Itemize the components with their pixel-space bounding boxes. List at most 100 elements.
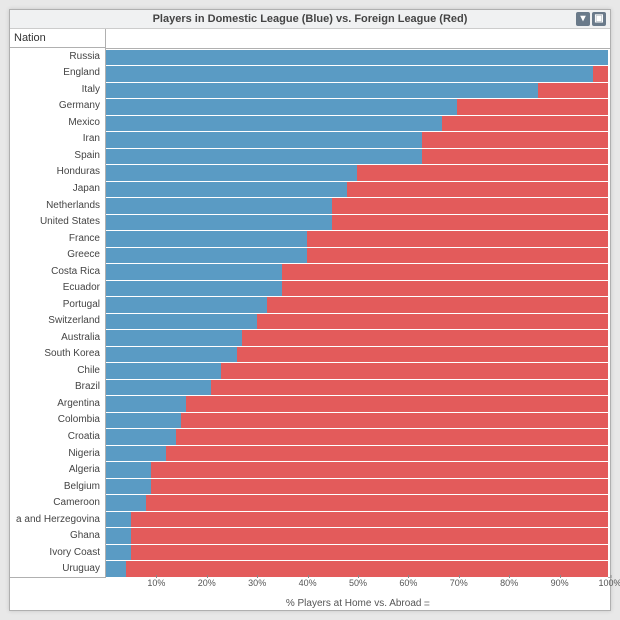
bar-row	[106, 379, 608, 396]
x-tick: 30%	[248, 578, 266, 588]
bar-segment-foreign	[307, 248, 608, 264]
y-axis-header: Nation	[10, 29, 105, 48]
bar-segment-foreign	[131, 512, 608, 528]
y-axis-label: England	[10, 65, 105, 82]
y-axis-labels: RussiaEnglandItalyGermanyMexicoIranSpain…	[10, 48, 105, 577]
bar-segment-foreign	[221, 363, 608, 379]
bar-segment-foreign	[131, 545, 608, 561]
bar-segment-foreign	[181, 413, 608, 429]
bar-segment-domestic	[106, 215, 332, 231]
bar-segment-foreign	[257, 314, 608, 330]
bar-segment-foreign	[357, 165, 608, 181]
bar-segment-domestic	[106, 330, 242, 346]
y-axis-label: Germany	[10, 98, 105, 115]
y-axis-label: France	[10, 230, 105, 247]
bar-segment-foreign	[332, 198, 608, 214]
title-icons: ▾ ▣	[576, 12, 606, 26]
dropdown-icon[interactable]: ▾	[576, 12, 590, 26]
sort-icon: ≣	[423, 599, 430, 608]
y-axis-label: Russia	[10, 48, 105, 65]
bar-segment-foreign	[457, 99, 608, 115]
y-axis-label: Uruguay	[10, 560, 105, 577]
expand-icon[interactable]: ▣	[592, 12, 606, 26]
bar-segment-foreign	[307, 231, 608, 247]
bar-row	[106, 165, 608, 182]
y-axis-label: Brazil	[10, 379, 105, 396]
bar-segment-domestic	[106, 545, 131, 561]
bar-row	[106, 49, 608, 66]
y-axis-label: Chile	[10, 362, 105, 379]
y-axis-label: Ecuador	[10, 279, 105, 296]
bar-row	[106, 115, 608, 132]
bar-row	[106, 231, 608, 248]
y-axis-label: Switzerland	[10, 313, 105, 330]
bar-segment-foreign	[186, 396, 608, 412]
bar-segment-foreign	[593, 66, 608, 82]
bar-segment-domestic	[106, 413, 181, 429]
bar-segment-foreign	[146, 495, 608, 511]
bar-segment-foreign	[282, 264, 608, 280]
bar-row	[106, 462, 608, 479]
x-tick: 70%	[450, 578, 468, 588]
y-axis-label: Nigeria	[10, 445, 105, 462]
bar-row	[106, 82, 608, 99]
bar-segment-domestic	[106, 248, 307, 264]
y-axis-label: Algeria	[10, 461, 105, 478]
y-axis-label: Colombia	[10, 412, 105, 429]
bar-segment-foreign	[151, 462, 608, 478]
x-axis-spacer	[10, 578, 106, 610]
x-tick: 100%	[598, 578, 620, 588]
y-axis-label: Spain	[10, 147, 105, 164]
bar-segment-domestic	[106, 314, 257, 330]
bar-segment-domestic	[106, 116, 442, 132]
bar-segment-domestic	[106, 462, 151, 478]
bar-segment-domestic	[106, 132, 422, 148]
bar-row	[106, 396, 608, 413]
y-axis-label: South Korea	[10, 346, 105, 363]
bar-segment-foreign	[166, 446, 608, 462]
bar-segment-foreign	[267, 297, 608, 313]
bar-segment-domestic	[106, 281, 282, 297]
bar-segment-foreign	[282, 281, 608, 297]
bar-row	[106, 330, 608, 347]
bar-row	[106, 264, 608, 281]
bar-row	[106, 66, 608, 83]
bar-segment-domestic	[106, 380, 211, 396]
bar-row	[106, 313, 608, 330]
chart-title: Players in Domestic League (Blue) vs. Fo…	[153, 13, 468, 25]
bar-row	[106, 528, 608, 545]
bar-segment-domestic	[106, 512, 131, 528]
y-axis-column: Nation RussiaEnglandItalyGermanyMexicoIr…	[10, 29, 106, 577]
bar-segment-domestic	[106, 561, 126, 577]
bar-segment-domestic	[106, 66, 593, 82]
bar-segment-domestic	[106, 347, 237, 363]
bar-segment-foreign	[151, 479, 608, 495]
bar-row	[106, 280, 608, 297]
x-axis-label: % Players at Home vs. Abroad≣	[286, 598, 430, 609]
bar-segment-foreign	[176, 429, 608, 445]
bar-segment-domestic	[106, 363, 221, 379]
y-axis-label: Belgium	[10, 478, 105, 495]
chart-content: Nation RussiaEnglandItalyGermanyMexicoIr…	[10, 29, 610, 610]
bar-row	[106, 544, 608, 561]
bar-segment-domestic	[106, 149, 422, 165]
bar-segment-foreign	[126, 561, 608, 577]
x-tick: 80%	[500, 578, 518, 588]
y-axis-label: Croatia	[10, 428, 105, 445]
bar-segment-domestic	[106, 479, 151, 495]
bar-segment-domestic	[106, 446, 166, 462]
y-axis-label: Japan	[10, 180, 105, 197]
bar-segment-foreign	[332, 215, 608, 231]
y-axis-label: Portugal	[10, 296, 105, 313]
x-tick: 40%	[299, 578, 317, 588]
bar-segment-domestic	[106, 264, 282, 280]
bar-segment-domestic	[106, 182, 347, 198]
bar-segment-foreign	[422, 132, 608, 148]
bar-row	[106, 445, 608, 462]
bar-segment-domestic	[106, 396, 186, 412]
bar-row	[106, 214, 608, 231]
bar-row	[106, 181, 608, 198]
x-tick: 20%	[198, 578, 216, 588]
bar-row	[106, 412, 608, 429]
plot-area: Nation RussiaEnglandItalyGermanyMexicoIr…	[10, 29, 610, 577]
